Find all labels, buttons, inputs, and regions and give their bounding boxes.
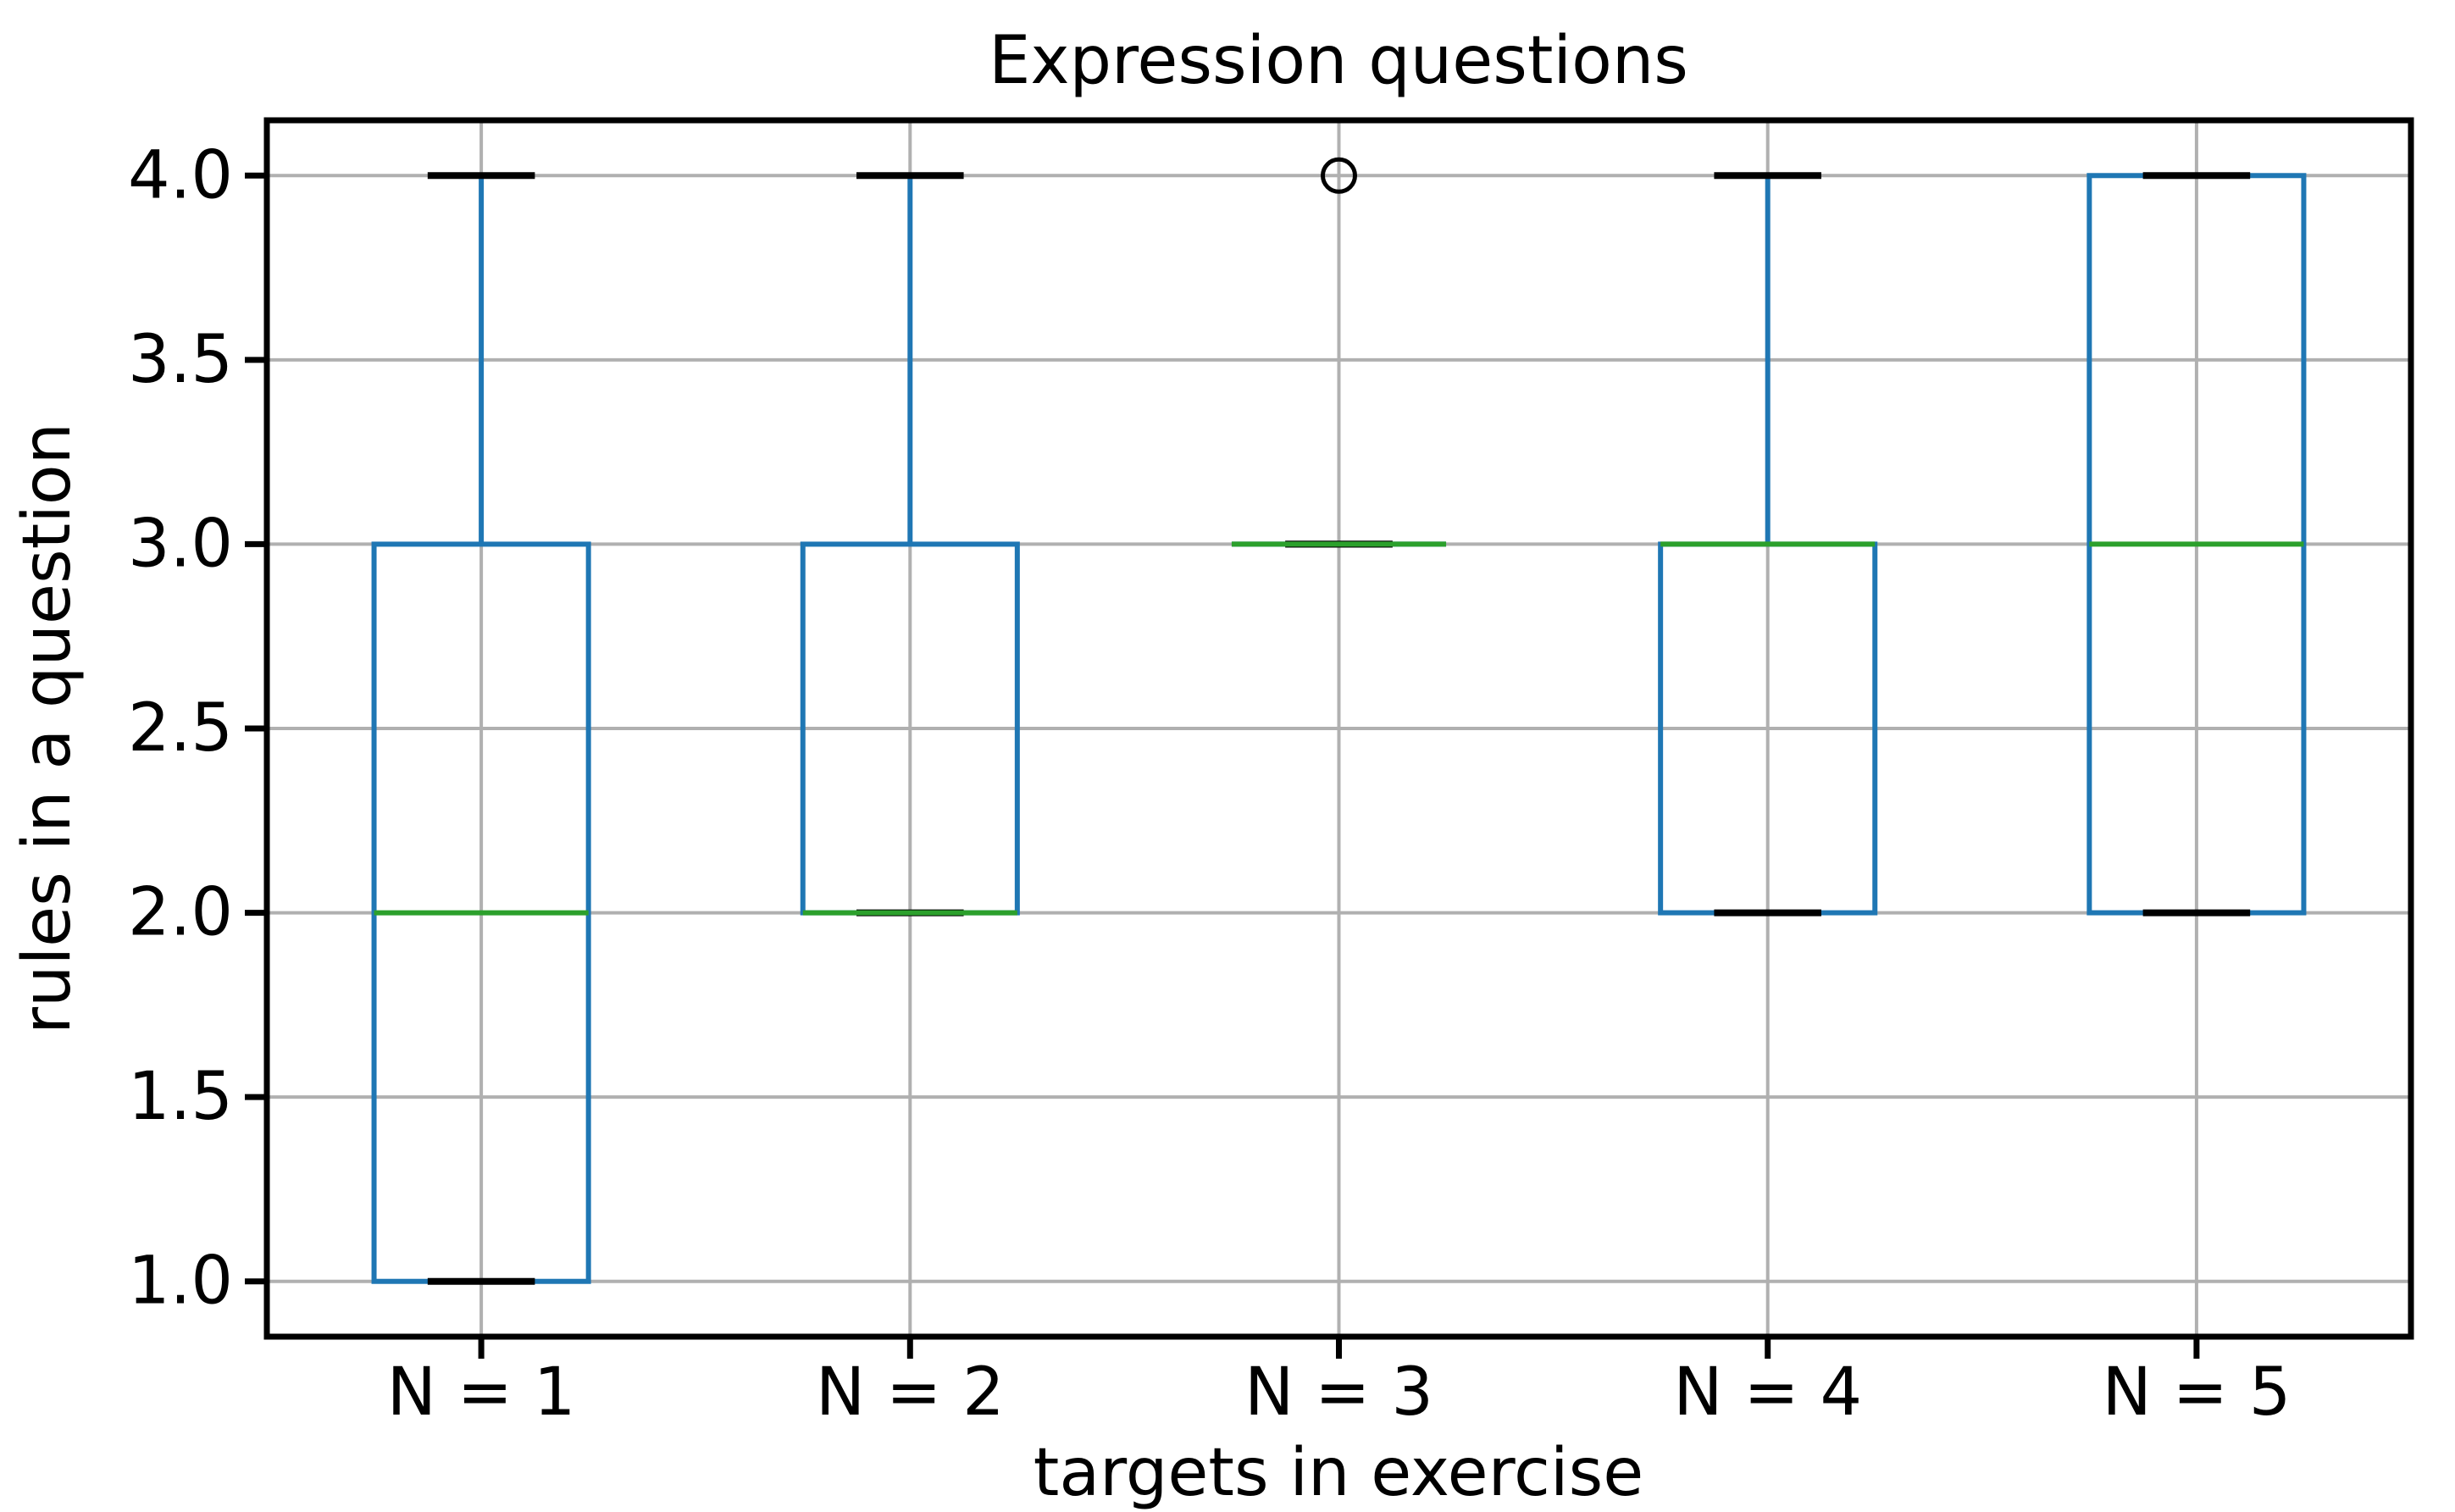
x-tick-label: N = 2 (816, 1354, 1005, 1431)
box-group-4 (1658, 172, 1878, 917)
y-tick-label: 1.5 (128, 1059, 233, 1135)
x-tick-label: N = 3 (1244, 1354, 1433, 1431)
x-tick-label: N = 4 (1673, 1354, 1862, 1431)
y-tick-label: 3.0 (128, 506, 233, 582)
gridlines (267, 120, 2411, 1337)
box-group-5 (2086, 172, 2307, 917)
y-tick-label: 2.0 (128, 875, 233, 951)
outlier-marker (1321, 157, 1357, 194)
y-axis-label: rules in a question (9, 423, 86, 1034)
boxes (371, 157, 2307, 1285)
x-axis-label: targets in exercise (1034, 1435, 1643, 1511)
box-group-1 (371, 172, 591, 1285)
y-tick-label: 2.5 (128, 690, 233, 767)
box-group-3 (1231, 157, 1447, 548)
box-group-2 (800, 172, 1020, 917)
x-axis-ticks: N = 1 N = 2 N = 3 N = 4 N = 5 (387, 1337, 2291, 1431)
y-tick-label: 4.0 (128, 137, 233, 213)
y-tick-label: 3.5 (128, 322, 233, 398)
y-axis-ticks: 1.0 1.5 2.0 2.5 3.0 3.5 4.0 (128, 137, 267, 1320)
y-tick-label: 1.0 (128, 1243, 233, 1320)
chart-title: Expression questions (989, 23, 1688, 99)
x-tick-label: N = 5 (2102, 1354, 2291, 1431)
x-tick-label: N = 1 (387, 1354, 576, 1431)
